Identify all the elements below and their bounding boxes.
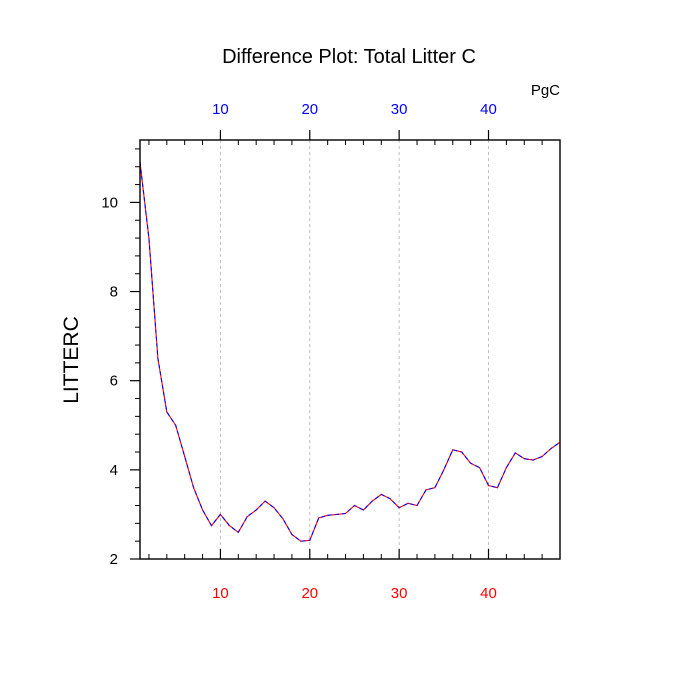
major-ticks: [130, 130, 490, 560]
x-tick-label-top: 20: [301, 101, 318, 118]
data-point: [487, 484, 490, 487]
units-label: PgC: [531, 82, 560, 99]
data-point: [371, 500, 373, 502]
data-point: [541, 455, 543, 458]
x-tick-label-top: 30: [391, 101, 408, 118]
data-point: [425, 489, 427, 491]
data-point: [362, 509, 365, 511]
data-point: [184, 455, 186, 458]
data-point: [335, 513, 338, 516]
x-tick-label-top: 40: [480, 101, 497, 118]
data-point: [532, 459, 534, 461]
x-tick-label-bottom: 10: [212, 585, 229, 602]
data-point: [282, 518, 284, 520]
y-tick-label: 6: [110, 373, 118, 390]
x-tick-label-bottom: 30: [391, 585, 408, 602]
data-point: [175, 424, 177, 426]
data-point: [353, 504, 356, 507]
data-point: [264, 500, 266, 502]
y-axis-label: LITTERC: [60, 316, 83, 404]
chart-title: Difference Plot: Total Litter C: [222, 46, 476, 68]
grid-lines: [220, 140, 489, 559]
data-point: [166, 411, 168, 413]
data-point: [210, 524, 213, 527]
y-tick-label: 2: [110, 551, 118, 568]
data-point: [434, 487, 436, 489]
series-layer: [139, 161, 561, 542]
data-point: [407, 502, 409, 504]
data-point: [461, 451, 463, 453]
data-point: [398, 507, 400, 509]
data-point: [148, 237, 150, 239]
data-point: [193, 487, 195, 489]
y-tick-label: 10: [101, 194, 118, 211]
data-point: [389, 498, 391, 500]
data-point: [505, 467, 507, 469]
data-point: [380, 493, 382, 495]
data-point: [452, 449, 454, 451]
data-point: [318, 517, 320, 519]
data-point: [201, 509, 204, 511]
data-point: [416, 504, 418, 507]
x-tick-label-top: 10: [212, 101, 229, 118]
data-point: [309, 539, 311, 541]
data-point: [344, 512, 347, 515]
x-tick-label-bottom: 40: [480, 585, 497, 602]
data-point: [514, 452, 516, 454]
data-point: [523, 458, 525, 460]
data-point: [237, 531, 239, 533]
series-line-red: [139, 162, 561, 542]
tick-labels: 10 10 20 20 30 30 40 40 2 4 6 8 10: [101, 101, 497, 602]
y-tick-label: 4: [110, 462, 118, 479]
data-point: [219, 513, 222, 516]
data-point: [443, 469, 445, 471]
plot-frame: [139, 139, 561, 560]
minor-ticks: [135, 140, 561, 559]
data-point: [496, 487, 499, 489]
data-point: [255, 509, 257, 511]
data-point: [228, 524, 230, 527]
data-point: [157, 357, 159, 360]
data-point: [478, 467, 481, 469]
data-point: [550, 447, 552, 450]
data-point: [300, 540, 302, 542]
series-line-blue: [139, 162, 561, 542]
data-point: [291, 533, 293, 536]
data-point: [327, 514, 329, 516]
data-point: [273, 507, 275, 509]
data-point: [470, 462, 472, 464]
data-point: [246, 516, 248, 518]
x-tick-label-bottom: 20: [301, 585, 318, 602]
y-tick-label: 8: [110, 284, 118, 301]
